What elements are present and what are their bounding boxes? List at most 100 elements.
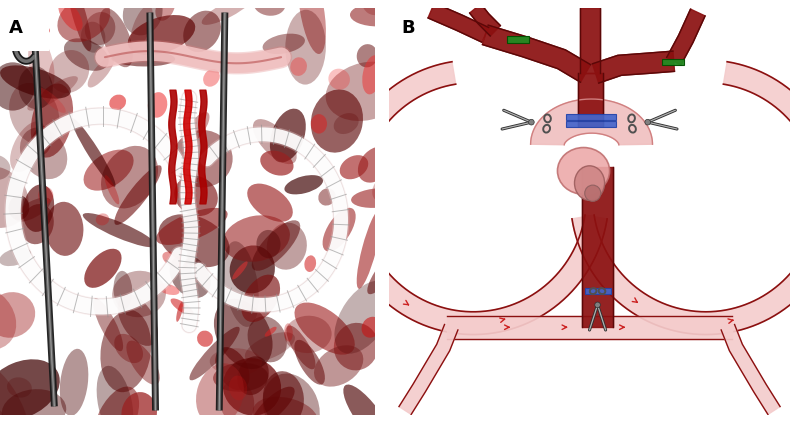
Ellipse shape (85, 12, 115, 45)
Polygon shape (447, 316, 732, 338)
Ellipse shape (329, 69, 350, 90)
Polygon shape (399, 324, 458, 415)
Ellipse shape (71, 118, 115, 187)
Circle shape (529, 119, 534, 125)
Ellipse shape (114, 334, 143, 363)
Bar (566, 114, 616, 120)
Ellipse shape (295, 340, 325, 385)
Ellipse shape (299, 0, 326, 54)
Polygon shape (572, 62, 794, 335)
Ellipse shape (183, 112, 210, 145)
Ellipse shape (340, 155, 368, 179)
Ellipse shape (248, 316, 287, 363)
Polygon shape (469, 4, 500, 36)
Ellipse shape (368, 242, 408, 294)
Ellipse shape (252, 220, 300, 271)
Ellipse shape (112, 271, 166, 317)
Ellipse shape (148, 92, 168, 118)
Bar (584, 288, 611, 294)
Ellipse shape (27, 76, 78, 111)
Ellipse shape (0, 62, 35, 110)
Ellipse shape (0, 248, 31, 266)
Ellipse shape (38, 88, 66, 113)
Ellipse shape (232, 261, 248, 280)
Ellipse shape (357, 44, 377, 67)
Ellipse shape (318, 188, 336, 206)
Ellipse shape (38, 187, 53, 204)
Ellipse shape (128, 15, 195, 55)
Ellipse shape (67, 0, 91, 51)
Bar (661, 59, 684, 65)
Ellipse shape (220, 380, 254, 423)
Ellipse shape (159, 214, 229, 267)
Ellipse shape (213, 363, 268, 392)
Ellipse shape (267, 222, 306, 270)
Ellipse shape (14, 198, 51, 222)
Ellipse shape (334, 280, 393, 354)
Ellipse shape (32, 126, 52, 155)
Ellipse shape (97, 366, 133, 423)
Ellipse shape (87, 57, 114, 88)
Ellipse shape (361, 0, 391, 15)
Ellipse shape (20, 127, 67, 179)
Ellipse shape (118, 294, 158, 346)
Ellipse shape (223, 358, 281, 415)
Ellipse shape (114, 271, 133, 309)
Ellipse shape (229, 376, 247, 400)
Ellipse shape (105, 175, 119, 204)
Ellipse shape (172, 130, 233, 187)
Ellipse shape (171, 298, 194, 316)
Ellipse shape (18, 66, 53, 109)
Ellipse shape (314, 345, 364, 387)
Polygon shape (721, 324, 780, 415)
Ellipse shape (284, 323, 293, 341)
Ellipse shape (333, 323, 378, 371)
Ellipse shape (101, 146, 158, 209)
Ellipse shape (0, 66, 71, 99)
Ellipse shape (196, 363, 244, 423)
Ellipse shape (264, 327, 276, 337)
Ellipse shape (99, 8, 133, 67)
Ellipse shape (49, 50, 89, 93)
Circle shape (645, 119, 650, 125)
Ellipse shape (222, 288, 228, 303)
Ellipse shape (170, 254, 210, 298)
Ellipse shape (295, 302, 355, 355)
Ellipse shape (326, 62, 407, 121)
Ellipse shape (575, 166, 604, 201)
Polygon shape (580, 8, 600, 74)
Ellipse shape (361, 317, 381, 338)
Ellipse shape (350, 3, 406, 26)
Polygon shape (337, 62, 607, 335)
Ellipse shape (237, 356, 268, 395)
Ellipse shape (223, 241, 259, 327)
Polygon shape (483, 25, 591, 82)
Ellipse shape (114, 165, 162, 225)
Ellipse shape (557, 148, 610, 194)
Ellipse shape (291, 57, 307, 76)
Ellipse shape (376, 361, 399, 406)
Ellipse shape (215, 347, 249, 390)
Ellipse shape (284, 316, 332, 353)
Ellipse shape (203, 69, 220, 87)
Ellipse shape (223, 215, 290, 262)
Ellipse shape (0, 286, 16, 350)
Ellipse shape (287, 326, 315, 369)
Ellipse shape (322, 208, 356, 252)
Ellipse shape (83, 150, 133, 191)
Ellipse shape (270, 109, 306, 162)
Text: A: A (10, 19, 23, 37)
Ellipse shape (9, 195, 29, 220)
Ellipse shape (156, 0, 175, 21)
Ellipse shape (285, 10, 326, 85)
Ellipse shape (202, 0, 254, 25)
Ellipse shape (59, 1, 83, 31)
Ellipse shape (210, 348, 262, 376)
Ellipse shape (28, 36, 55, 94)
Ellipse shape (163, 252, 187, 270)
Ellipse shape (21, 204, 54, 244)
Ellipse shape (247, 184, 293, 222)
Ellipse shape (123, 0, 163, 36)
Ellipse shape (0, 364, 29, 423)
Ellipse shape (260, 151, 294, 176)
